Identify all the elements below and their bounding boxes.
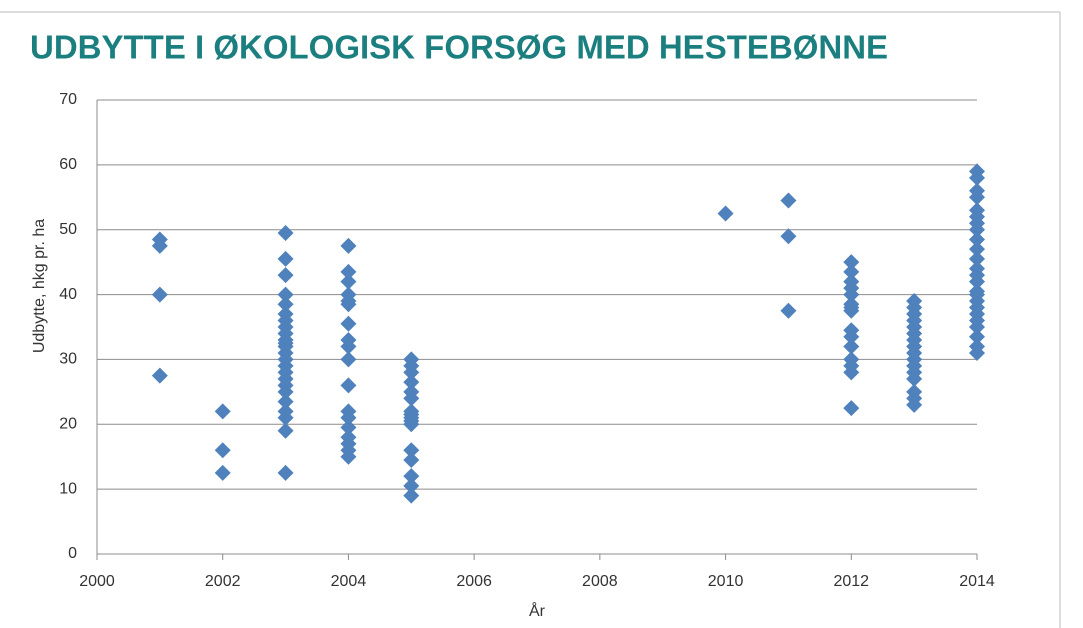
point xyxy=(843,364,860,381)
point xyxy=(340,419,357,436)
point xyxy=(969,169,985,186)
point xyxy=(340,273,357,290)
point xyxy=(277,464,294,481)
point xyxy=(340,237,357,254)
point xyxy=(151,286,168,303)
point xyxy=(277,296,294,313)
point xyxy=(277,383,294,400)
point xyxy=(403,487,420,504)
point xyxy=(214,403,231,420)
point xyxy=(969,241,985,258)
point xyxy=(403,390,420,407)
point xyxy=(340,338,357,355)
point xyxy=(151,237,168,254)
point xyxy=(969,319,985,335)
chart-title: UDBYTTE I ØKOLOGISK FORSØG MED HESTEBØNN… xyxy=(30,29,888,66)
x-tick-label: 2010 xyxy=(708,573,744,590)
y-tick-label: 20 xyxy=(59,416,77,433)
point xyxy=(969,273,985,290)
y-tick-label: 0 xyxy=(68,545,77,562)
point xyxy=(403,416,420,433)
point xyxy=(969,250,985,267)
x-tick-label: 2014 xyxy=(959,573,995,590)
point xyxy=(780,192,797,209)
x-tick-label: 2004 xyxy=(331,573,367,590)
point xyxy=(277,393,294,410)
y-tick-label: 40 xyxy=(59,286,77,303)
point xyxy=(780,302,797,319)
point xyxy=(277,250,294,267)
point xyxy=(403,374,420,391)
y-tick-label: 30 xyxy=(59,351,77,368)
point xyxy=(843,286,860,303)
point xyxy=(403,477,420,494)
point xyxy=(969,221,985,238)
x-tick-label: 2002 xyxy=(205,573,241,590)
point xyxy=(340,377,357,394)
point xyxy=(340,296,357,313)
point xyxy=(969,231,985,248)
point xyxy=(403,442,420,459)
point xyxy=(340,409,357,426)
point xyxy=(403,468,420,485)
point xyxy=(843,328,860,345)
point xyxy=(906,370,923,387)
point xyxy=(340,315,357,332)
point xyxy=(277,224,294,241)
y-tick-label: 50 xyxy=(59,221,77,238)
x-tick-label: 2000 xyxy=(79,573,115,590)
point xyxy=(277,422,294,439)
y-axis-label: Udbytte, hkg pr. ha xyxy=(31,219,48,353)
y-tick-label: 10 xyxy=(59,480,77,497)
point xyxy=(780,228,797,245)
point xyxy=(403,451,420,468)
x-tick-label: 2008 xyxy=(582,573,618,590)
y-tick-label: 70 xyxy=(59,91,77,108)
point xyxy=(843,263,860,280)
y-tick-label: 60 xyxy=(59,156,77,173)
point xyxy=(214,442,231,459)
point xyxy=(277,267,294,284)
point xyxy=(969,189,985,206)
point xyxy=(214,464,231,481)
point xyxy=(340,351,357,368)
point xyxy=(340,448,357,465)
point xyxy=(906,396,923,413)
point xyxy=(843,302,860,319)
point xyxy=(843,338,860,355)
point xyxy=(340,263,357,280)
point xyxy=(843,400,860,417)
point xyxy=(843,254,860,271)
x-tick-label: 2006 xyxy=(456,573,492,590)
x-axis-label: År xyxy=(529,601,546,620)
point xyxy=(717,205,734,222)
point xyxy=(151,367,168,384)
point xyxy=(969,344,985,361)
point xyxy=(403,364,420,381)
point xyxy=(969,328,985,345)
x-tick-label: 2012 xyxy=(833,573,869,590)
point xyxy=(277,286,294,303)
point xyxy=(277,409,294,426)
